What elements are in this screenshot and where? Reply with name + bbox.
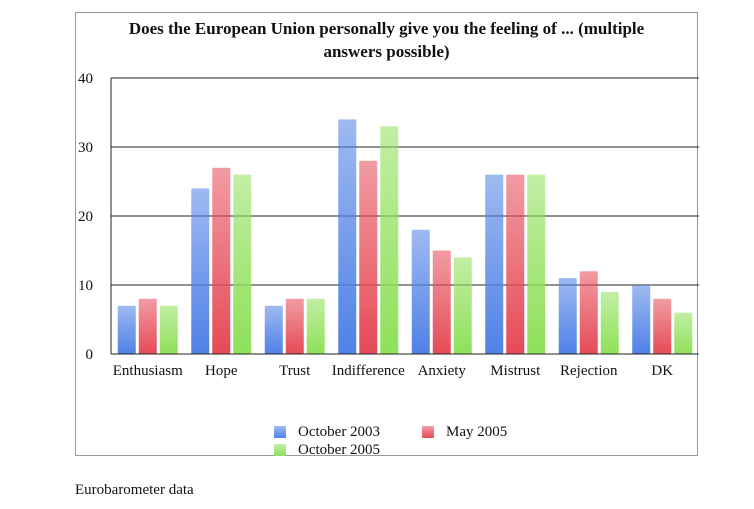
bar-chart: 0 10 20 30 40 Enthusiasm Hope Trust Indifference… xyxy=(78,71,699,379)
legend-label: October 2005 xyxy=(298,441,381,458)
legend-item: May 2005 xyxy=(422,423,507,441)
bar-indifference-1 xyxy=(359,160,378,354)
bar-mistrust-1 xyxy=(506,174,525,354)
bar-rejection-0 xyxy=(558,278,577,354)
legend-swatch xyxy=(422,426,434,438)
bar-indifference-2 xyxy=(380,126,399,354)
axis-labels: 0 10 20 30 40 Enthusiasm Hope Trust Indifference… xyxy=(78,71,673,379)
bar-enthusiasm-0 xyxy=(117,305,136,354)
x-tick-label: Trust xyxy=(279,363,311,379)
bar-indifference-0 xyxy=(338,119,357,355)
y-tick-label: 30 xyxy=(78,140,93,156)
bar-dk-0 xyxy=(632,285,651,354)
x-tick-label: Rejection xyxy=(560,363,618,379)
bar-anxiety-1 xyxy=(432,250,451,354)
x-tick-label: Hope xyxy=(205,363,238,379)
x-tick-label: DK xyxy=(651,363,673,379)
chart-title-line-1: Does the European Union personally give … xyxy=(128,19,645,38)
chart-frame: Does the European Union personally give … xyxy=(75,12,699,459)
x-tick-label: Anxiety xyxy=(418,363,467,379)
source-note: Eurobarometer data xyxy=(75,482,194,498)
bar-hope-2 xyxy=(233,174,252,354)
legend: October 2003 May 2005 October 2005 xyxy=(274,423,604,459)
bar-dk-2 xyxy=(674,312,693,354)
bar-hope-0 xyxy=(191,188,210,354)
legend-swatch xyxy=(274,426,286,438)
x-tick-label: Mistrust xyxy=(490,363,541,379)
y-tick-label: 10 xyxy=(78,278,93,294)
bar-anxiety-2 xyxy=(453,257,472,354)
y-tick-label: 40 xyxy=(78,71,93,87)
bar-mistrust-2 xyxy=(527,174,546,354)
bar-hope-1 xyxy=(212,167,231,354)
legend-swatch xyxy=(274,444,286,456)
bar-dk-1 xyxy=(653,298,672,354)
chart-title: Does the European Union personally give … xyxy=(76,17,697,63)
y-tick-label: 20 xyxy=(78,209,93,225)
bar-anxiety-0 xyxy=(411,229,430,354)
bar-mistrust-0 xyxy=(485,174,504,354)
legend-item: October 2005 xyxy=(274,441,380,459)
y-tick-label: 0 xyxy=(86,347,94,363)
bar-rejection-2 xyxy=(600,291,619,354)
bars xyxy=(117,119,693,355)
x-tick-label: Enthusiasm xyxy=(113,363,183,379)
bar-enthusiasm-2 xyxy=(159,305,178,354)
bar-trust-1 xyxy=(285,298,304,354)
bar-trust-2 xyxy=(306,298,325,354)
legend-label: October 2003 xyxy=(298,423,381,440)
axes xyxy=(110,78,699,355)
chart-title-line-2: answers possible) xyxy=(323,42,450,61)
bar-enthusiasm-1 xyxy=(138,298,157,354)
legend-item: October 2003 xyxy=(274,423,380,441)
bar-rejection-1 xyxy=(579,271,598,354)
x-tick-label: Indifference xyxy=(332,363,405,379)
bar-trust-0 xyxy=(264,305,283,354)
legend-label: May 2005 xyxy=(446,423,508,440)
